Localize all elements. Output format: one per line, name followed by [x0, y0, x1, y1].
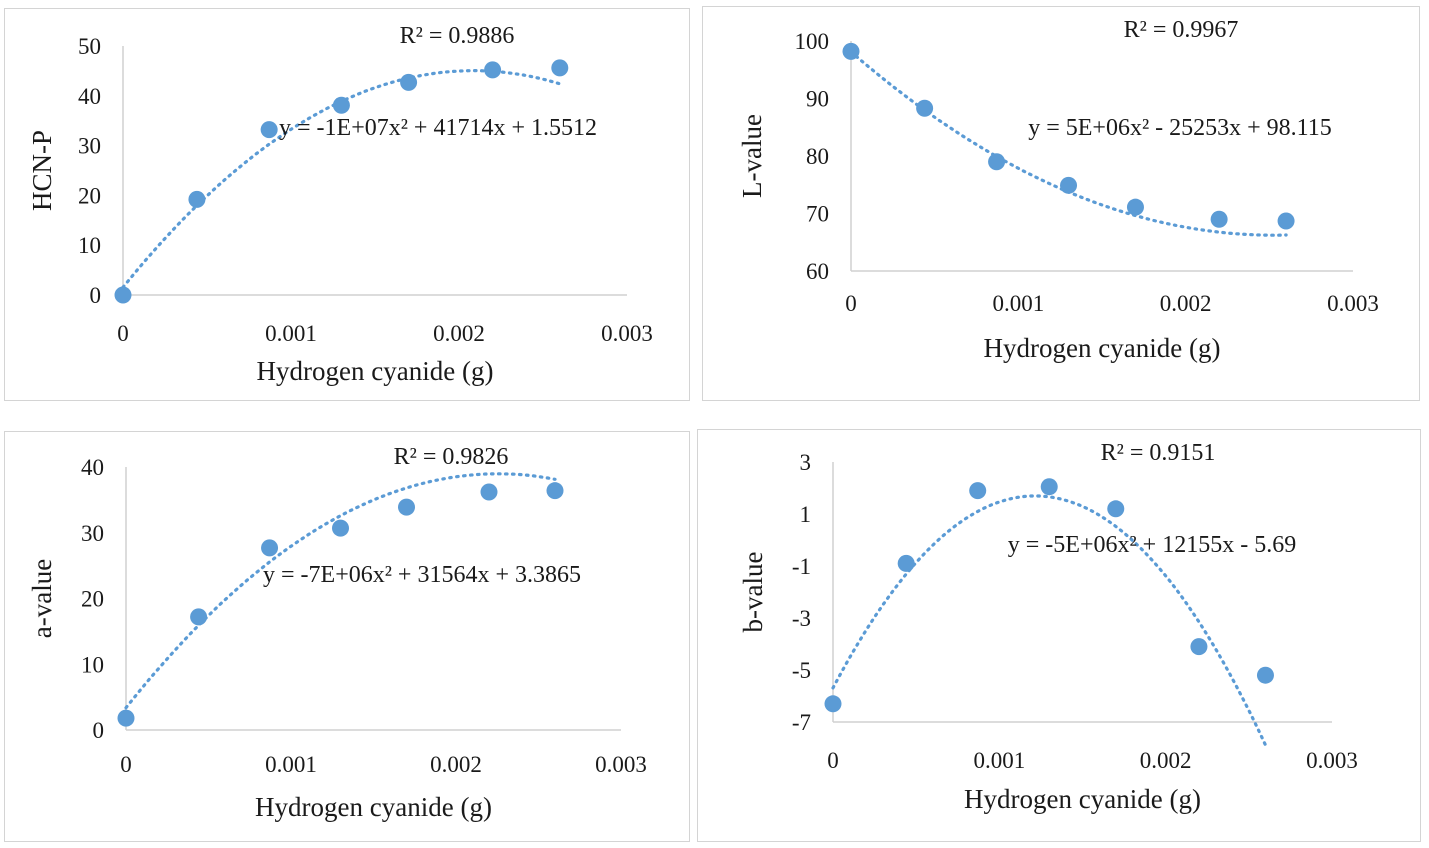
l-value-data-point	[1277, 212, 1295, 230]
b-value-equation-label: y = -5E+06x² + 12155x - 5.69	[1008, 532, 1296, 558]
a-value-data-point	[398, 498, 415, 516]
b-value-y-tick-label: -7	[792, 710, 811, 735]
hcn-p-x-tick-label: 0	[117, 321, 129, 346]
hcn-p-data-point	[332, 96, 350, 114]
hcn-p-y-tick-label: 10	[78, 233, 101, 258]
l-value-data-point	[1060, 176, 1078, 194]
hcn-p-data-point	[551, 59, 569, 77]
a-value-x-tick-label: 0.002	[430, 752, 482, 777]
b-value-r-squared-label: R² = 0.9151	[1101, 440, 1216, 466]
a-value-r-squared-label: R² = 0.9826	[394, 444, 509, 470]
b-value-data-point	[897, 554, 915, 572]
chart-panel-hcn-p: 0 10 20 30 40 50 0 0.001 0.002 0.003 Hydrogen cyan…	[4, 8, 690, 401]
l-value-x-tick-label: 0	[845, 291, 857, 316]
l-value-x-tick-label: 0.003	[1327, 291, 1379, 316]
l-value-r-squared-label: R² = 0.9967	[1124, 17, 1239, 43]
hcn-p-y-tick-label: 20	[78, 183, 101, 208]
b-value-chart: -7 -5 -3 -1 1 3 0 0.001 0.002 0.003 Hydrogen cyani…	[738, 440, 1358, 814]
hcn-p-y-tick-label: 50	[78, 34, 101, 59]
b-value-trendline	[831, 494, 1268, 747]
hcn-p-r-squared-label: R² = 0.9886	[400, 23, 515, 49]
l-value-trendline	[849, 50, 1288, 237]
hcn-p-data-point	[188, 190, 206, 208]
hcn-p-x-axis-title: Hydrogen cyanide (g)	[257, 356, 494, 386]
hcn-p-y-tick-label: 40	[78, 84, 101, 109]
b-value-data-point	[824, 695, 842, 713]
b-value-y-tick-label: 3	[800, 450, 812, 475]
hcn-p-data-point	[114, 286, 132, 304]
b-value-y-tick-label: -5	[792, 658, 811, 683]
hcn-p-chart: 0 10 20 30 40 50 0 0.001 0.002 0.003 Hydrogen cyan…	[27, 23, 653, 386]
b-value-data-point	[1107, 500, 1125, 518]
a-value-trendline	[124, 472, 557, 710]
chart-panel-a-value: 0 10 20 30 40 0 0.001 0.002 0.003 Hydrogen cyanid…	[4, 431, 690, 842]
b-value-y-tick-label: -1	[792, 554, 811, 579]
chart-panel-l-value: 60 70 80 90 100 0 0.001 0.002 0.003 Hydrogen cyan…	[702, 6, 1420, 401]
b-value-data-point	[969, 482, 987, 500]
l-value-equation-label: y = 5E+06x² - 25253x + 98.115	[1028, 115, 1332, 141]
a-value-y-tick-label: 10	[81, 652, 104, 677]
a-value-chart: 0 10 20 30 40 0 0.001 0.002 0.003 Hydrogen cyanid…	[27, 444, 647, 822]
hcn-p-x-tick-label: 0.003	[601, 321, 653, 346]
a-value-data-point	[261, 539, 279, 557]
b-value-x-axis-title: Hydrogen cyanide (g)	[964, 784, 1201, 814]
a-value-data-point	[546, 482, 564, 500]
l-value-data-point	[1126, 198, 1144, 216]
chart-panel-b-value: -7 -5 -3 -1 1 3 0 0.001 0.002 0.003 Hydrogen cyani…	[697, 429, 1421, 842]
a-value-data-point	[117, 709, 135, 727]
l-value-y-tick-label: 80	[806, 144, 829, 169]
hcn-p-data-point	[400, 73, 418, 91]
hcn-p-data-point	[484, 61, 502, 79]
l-value-x-axis-title: Hydrogen cyanide (g)	[984, 333, 1221, 363]
a-value-x-tick-label: 0	[120, 752, 132, 777]
hcn-p-y-axis-title: HCN-P	[27, 130, 57, 211]
hcn-p-y-tick-label: 30	[78, 134, 101, 159]
a-value-y-tick-label: 0	[93, 718, 105, 743]
l-value-y-tick-label: 70	[806, 202, 829, 227]
l-value-y-tick-label: 60	[806, 259, 829, 284]
a-value-y-tick-label: 40	[81, 455, 104, 480]
b-value-x-tick-label: 0.003	[1306, 748, 1358, 773]
b-value-x-tick-label: 0.001	[973, 748, 1025, 773]
b-value-data-point	[1040, 478, 1058, 496]
hcn-p-equation-label: y = -1E+07x² + 41714x + 1.5512	[279, 115, 597, 141]
a-value-data-point	[332, 519, 349, 537]
a-value-data-point	[190, 608, 208, 626]
l-value-data-point	[916, 99, 934, 117]
b-value-y-tick-label: 1	[800, 502, 812, 527]
l-value-data-point	[842, 42, 860, 60]
l-value-data-point	[1210, 210, 1228, 228]
hcn-p-x-tick-label: 0.002	[433, 321, 485, 346]
hcn-p-x-tick-label: 0.001	[265, 321, 317, 346]
a-value-y-tick-label: 20	[81, 587, 104, 612]
hcn-p-data-point	[260, 121, 278, 139]
b-value-data-point	[1256, 666, 1274, 684]
l-value-x-tick-label: 0.002	[1160, 291, 1212, 316]
l-value-y-tick-label: 100	[795, 29, 830, 54]
a-value-x-axis-title: Hydrogen cyanide (g)	[255, 792, 492, 822]
l-value-y-axis-title: L-value	[737, 114, 767, 198]
b-value-x-tick-label: 0	[827, 748, 839, 773]
l-value-y-tick-label: 90	[806, 87, 829, 112]
l-value-x-tick-label: 0.001	[992, 291, 1044, 316]
a-value-data-point	[480, 483, 498, 501]
hcn-p-y-tick-label: 0	[90, 283, 102, 308]
a-value-equation-label: y = -7E+06x² + 31564x + 3.3865	[263, 562, 581, 588]
l-value-data-point	[988, 153, 1006, 171]
b-value-y-axis-title: b-value	[738, 552, 768, 633]
a-value-x-tick-label: 0.003	[595, 752, 647, 777]
a-value-y-tick-label: 30	[81, 521, 104, 546]
b-value-x-tick-label: 0.002	[1140, 748, 1192, 773]
l-value-chart: 60 70 80 90 100 0 0.001 0.002 0.003 Hydrogen cyan…	[737, 17, 1379, 363]
a-value-y-axis-title: a-value	[27, 559, 57, 638]
a-value-x-tick-label: 0.001	[265, 752, 317, 777]
b-value-data-point	[1190, 638, 1208, 656]
b-value-y-tick-label: -3	[792, 606, 811, 631]
